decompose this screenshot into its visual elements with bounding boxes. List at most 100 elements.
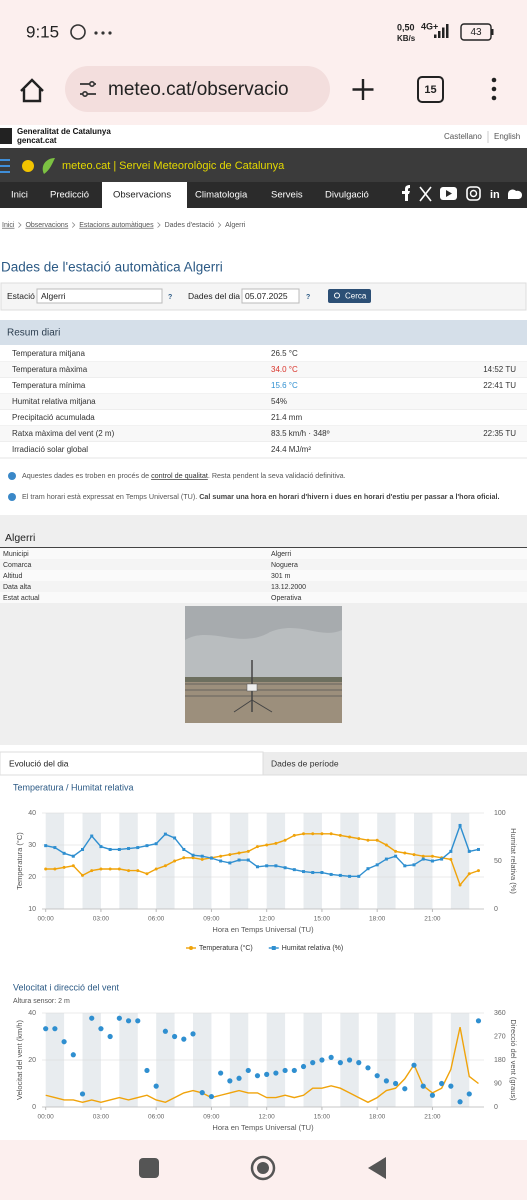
data-point [81,847,85,851]
data-point [457,1099,463,1105]
data-point [300,1063,307,1070]
data-point [98,1026,104,1032]
nav-item[interactable]: Divulgació [325,190,369,201]
note-link[interactable]: control de qualitat [151,471,208,480]
tab[interactable]: Evolució del dia [9,758,69,768]
hamburger-line[interactable] [0,165,10,167]
help-icon[interactable]: ? [306,294,310,301]
x-icon[interactable] [419,186,432,202]
nav-item[interactable]: Observacions [113,190,171,201]
tab-active[interactable] [0,751,264,776]
date-input[interactable] [241,288,300,304]
search-button-label[interactable]: Cerca [345,292,367,301]
nav-item[interactable]: Climatologia [195,190,248,201]
breadcrumb-item[interactable]: Inici [2,222,15,229]
battery-tip [491,29,494,35]
home-nav-button[interactable] [250,1155,276,1181]
summary-row [0,410,527,426]
breadcrumb-chevron [157,222,161,228]
station-input[interactable] [36,288,163,304]
battery-level: 43 [470,27,482,38]
help-icon[interactable]: ? [168,294,172,301]
legend-label[interactable]: Humitat relativa (%) [282,945,343,952]
language-link[interactable]: Castellano [444,132,482,141]
recents-button[interactable] [139,1158,159,1178]
hour-band [377,813,396,909]
data-point [429,1092,436,1098]
note-text: Aquestes dades es troben en procés de [22,471,151,480]
linkedin-icon[interactable]: in [490,189,500,201]
new-tab-button[interactable] [352,79,374,100]
data-point [144,1067,150,1074]
hamburger-line[interactable] [0,171,10,173]
data-point [337,1060,343,1066]
x-tick-label: 09:00 [203,1114,220,1121]
y-tick-label: 40 [28,810,36,817]
data-point [274,864,278,868]
data-point [145,872,149,876]
data-point [320,871,324,875]
data-point [44,867,48,871]
station-label: Comarca [3,562,32,569]
chart-title: Temperatura / Humitat relativa [13,782,134,792]
legend-label[interactable]: Temperatura (°C) [199,944,253,952]
signal-bar [438,31,441,38]
data-point [346,1057,353,1063]
summary-row [0,378,527,394]
series-line [45,823,479,878]
signal-bar [434,34,437,38]
data-point [99,867,103,871]
station-label: Municipi [3,551,29,558]
search-button[interactable] [328,289,371,303]
breadcrumb-item[interactable]: Observacions [25,222,68,229]
home-button[interactable] [20,78,44,103]
y-axis-label: Velocitat del vent (km/h) [15,1019,24,1100]
x-tick-label: 06:00 [148,1114,165,1121]
data-point [412,863,416,867]
tab[interactable]: Dades de període [271,758,339,768]
language-link[interactable]: English [494,132,520,141]
hamburger-line[interactable] [0,159,10,161]
instagram-icon[interactable] [466,186,481,201]
tab-switcher[interactable] [417,76,444,103]
data-point [228,861,232,865]
summary-row [0,362,527,378]
data-point [403,864,407,868]
summary-value: 26.5 °C [271,349,298,358]
facebook-icon[interactable] [402,185,410,201]
nav-bar [0,182,527,208]
data-point [265,843,269,847]
chart-subtitle: Altura sensor: 2 m [13,998,70,1005]
url-bar[interactable] [65,66,330,112]
date-value[interactable]: 05.07.2025 [245,291,288,301]
nav-item[interactable]: Serveis [271,190,303,201]
soundcloud-icon[interactable] [508,189,522,199]
data-point [449,849,453,853]
station-value[interactable]: Algerri [41,291,66,301]
breadcrumb-item[interactable]: Estacions automàtiques [79,222,154,229]
nav-item[interactable]: Predicció [50,190,89,201]
summary-time: 14:52 TU [483,365,516,374]
data-point [219,854,223,858]
x-tick-label: 21:00 [424,916,441,923]
data-point [153,1083,159,1089]
data-point [384,857,388,861]
data-point [200,854,204,858]
data-point [127,847,131,851]
series-line [45,833,479,887]
data-point [393,1080,399,1087]
data-point [430,854,434,858]
hour-band [340,813,359,909]
data-point [127,869,131,873]
station-row [0,581,527,592]
y2-axis-label: Humitat relativa (%) [509,828,518,894]
hour-band [193,813,212,909]
data-point [356,1060,362,1066]
url-text[interactable]: meteo.cat/observacio [108,79,289,100]
nav-item[interactable]: Inici [11,190,28,201]
note: El tram horari està expressat en Temps U… [22,492,500,501]
data-point [476,869,480,873]
data-point [458,883,462,887]
hour-band [82,813,101,909]
back-button[interactable] [368,1157,386,1179]
